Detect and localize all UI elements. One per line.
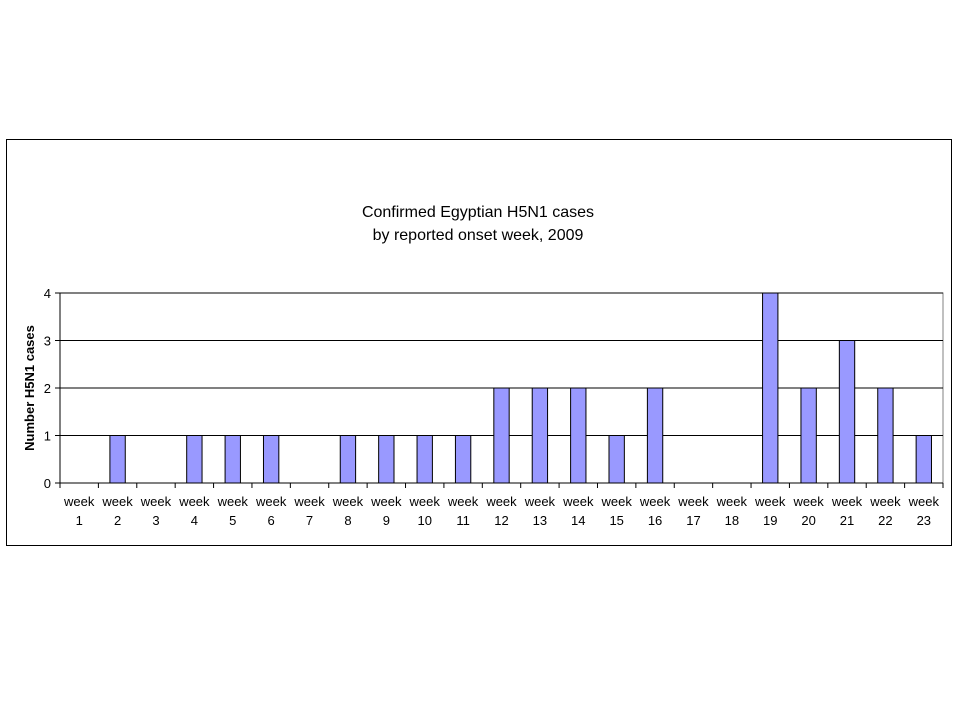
- x-tick-label-7-line-2: 7: [306, 513, 313, 528]
- x-tick-label-23-line-1: week: [908, 494, 940, 509]
- x-tick-label-21-line-1: week: [831, 494, 863, 509]
- x-tick-label-12-line-2: 12: [494, 513, 508, 528]
- x-tick-label-2-line-1: week: [101, 494, 133, 509]
- x-tick-label-5-line-1: week: [217, 494, 249, 509]
- x-tick-label-14-line-1: week: [562, 494, 594, 509]
- x-tick-label-22-line-2: 22: [878, 513, 892, 528]
- x-tick-label-17-line-2: 17: [686, 513, 700, 528]
- bar-13: [531, 387, 549, 484]
- y-tick-label-1: 1: [44, 429, 51, 444]
- x-tick-label-1-line-1: week: [63, 494, 95, 509]
- x-tick-label-19-line-1: week: [754, 494, 786, 509]
- x-tick-label-11-line-2: 11: [456, 513, 470, 528]
- x-tick-label-8-line-1: week: [332, 494, 364, 509]
- bar-12: [493, 387, 510, 484]
- y-tick-label-3: 3: [44, 334, 51, 349]
- x-tick-label-18-line-2: 18: [725, 513, 739, 528]
- x-tick-label-6-line-2: 6: [268, 513, 275, 528]
- x-tick-label-15-line-1: week: [600, 494, 632, 509]
- bar-2: [109, 435, 126, 484]
- plot-area: 01234week1week2week3week4week5week6week7…: [44, 286, 944, 528]
- x-tick-label-17-line-1: week: [677, 494, 709, 509]
- y-axis-title: Number H5N1 cases: [22, 325, 37, 451]
- bar-8: [339, 435, 357, 484]
- x-tick-label-4-line-1: week: [178, 494, 210, 509]
- bar-19: [762, 292, 779, 484]
- x-tick-label-12-line-1: week: [485, 494, 517, 509]
- bar-16: [646, 387, 664, 484]
- x-tick-label-11-line-1: week: [447, 494, 479, 509]
- chart-title-line-1: Confirmed Egyptian H5N1 cases: [362, 204, 594, 221]
- x-tick-label-3-line-1: week: [140, 494, 172, 509]
- bar-22: [877, 387, 894, 484]
- x-tick-label-6-line-1: week: [255, 494, 287, 509]
- y-tick-label-2: 2: [44, 381, 51, 396]
- x-tick-label-21-line-2: 21: [840, 513, 854, 528]
- x-tick-label-13-line-1: week: [524, 494, 556, 509]
- bar-5: [224, 435, 241, 484]
- x-tick-label-14-line-2: 14: [571, 513, 585, 528]
- x-tick-label-9-line-2: 9: [383, 513, 390, 528]
- x-tick-label-2-line-2: 2: [114, 513, 121, 528]
- y-tick-label-0: 0: [44, 476, 51, 491]
- x-tick-label-3-line-2: 3: [152, 513, 159, 528]
- bar-11: [454, 435, 472, 484]
- bar-4: [186, 435, 203, 484]
- x-tick-label-7-line-1: week: [293, 494, 325, 509]
- x-tick-label-15-line-2: 15: [609, 513, 623, 528]
- bar-chart: Confirmed Egyptian H5N1 cases by reporte…: [22, 204, 944, 528]
- bar-9: [378, 435, 395, 484]
- bar-21: [838, 340, 856, 484]
- bar-14: [570, 387, 587, 484]
- x-tick-label-5-line-2: 5: [229, 513, 236, 528]
- x-tick-label-10-line-2: 10: [417, 513, 431, 528]
- bar-10: [416, 435, 433, 484]
- bar-15: [608, 435, 625, 484]
- x-tick-label-16-line-1: week: [639, 494, 671, 509]
- x-tick-label-1-line-2: 1: [76, 513, 83, 528]
- x-tick-label-8-line-2: 8: [344, 513, 351, 528]
- bar-23: [915, 435, 932, 484]
- x-tick-label-13-line-2: 13: [533, 513, 547, 528]
- bar-6: [262, 435, 280, 484]
- x-tick-label-20-line-1: week: [792, 494, 824, 509]
- x-tick-label-10-line-1: week: [409, 494, 441, 509]
- x-tick-label-9-line-1: week: [370, 494, 402, 509]
- x-tick-label-4-line-2: 4: [191, 513, 198, 528]
- chart-title-line-2: by reported onset week, 2009: [373, 227, 584, 244]
- x-tick-label-16-line-2: 16: [648, 513, 662, 528]
- chart-frame: Confirmed Egyptian H5N1 cases by reporte…: [6, 139, 952, 546]
- y-tick-label-4: 4: [44, 286, 51, 301]
- x-tick-label-19-line-2: 19: [763, 513, 777, 528]
- x-tick-label-20-line-2: 20: [801, 513, 815, 528]
- bar-20: [800, 387, 817, 484]
- x-tick-label-23-line-2: 23: [917, 513, 931, 528]
- x-tick-label-18-line-1: week: [716, 494, 748, 509]
- x-tick-label-22-line-1: week: [869, 494, 901, 509]
